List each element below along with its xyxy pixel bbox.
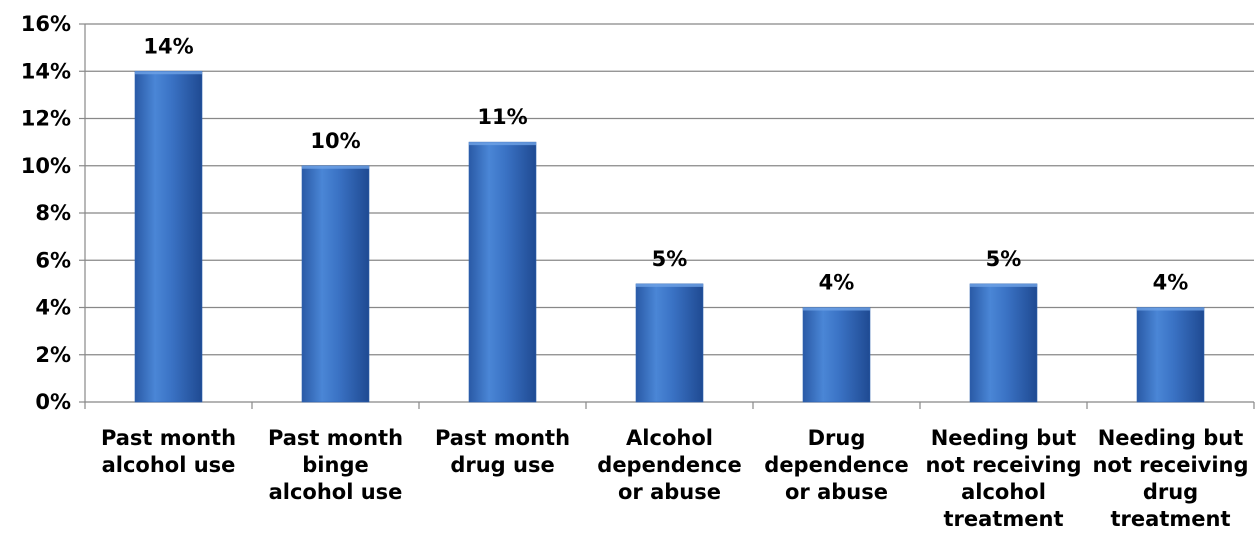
y-tick-label: 12% (21, 107, 71, 131)
bar-highlight (469, 142, 536, 146)
bar-highlight (1137, 307, 1204, 311)
y-axis-tick-labels: 0% 2% 4% 6% 8% 10% 12% 14% 16% (21, 12, 71, 414)
bar (802, 307, 871, 403)
category-label: Alcohol dependence or abuse (597, 426, 741, 504)
category-label-line: drug (1143, 480, 1198, 504)
y-tick-label: 14% (21, 59, 71, 83)
bar-highlight (302, 165, 369, 169)
data-labels: 14% 10% 11% 5% 4% 5% 4% (143, 34, 1188, 294)
category-label-line: Past month (435, 426, 570, 450)
category-label-line: alcohol use (102, 453, 236, 477)
data-label: 4% (1153, 271, 1189, 295)
bar (1136, 307, 1205, 403)
y-tick-label: 0% (35, 390, 71, 414)
bars (134, 70, 1205, 403)
category-label-line: not receiving (1092, 453, 1248, 477)
bar (468, 141, 537, 403)
category-label-line: or abuse (618, 480, 721, 504)
y-tick-label: 10% (21, 154, 71, 178)
bar-highlight (970, 283, 1037, 287)
category-label-line: dependence (764, 453, 908, 477)
category-label-line: Past month (268, 426, 403, 450)
bar-highlight (636, 283, 703, 287)
category-label: Past month alcohol use (101, 426, 236, 477)
y-tick-label: 8% (35, 201, 71, 225)
data-label: 14% (143, 34, 193, 58)
data-label: 11% (477, 105, 527, 129)
category-label: Drug dependence or abuse (764, 426, 908, 504)
category-label-line: dependence (597, 453, 741, 477)
category-label-line: Needing but (931, 426, 1077, 450)
category-label-line: Past month (101, 426, 236, 450)
gridlines (85, 23, 1254, 356)
category-label-line: Drug (808, 426, 866, 450)
y-tick-label: 2% (35, 343, 71, 367)
category-label-line: Alcohol (626, 426, 713, 450)
y-tick-label: 16% (21, 12, 71, 36)
category-label: Past month drug use (435, 426, 570, 477)
bar-highlight (803, 307, 870, 311)
category-label-line: treatment (1111, 507, 1231, 531)
category-label-line: not receiving (925, 453, 1081, 477)
bar (301, 165, 370, 403)
category-label-line: treatment (944, 507, 1064, 531)
category-label-line: Needing but (1098, 426, 1244, 450)
data-label: 4% (819, 271, 855, 295)
y-tick-label: 4% (35, 296, 71, 320)
data-label: 5% (986, 247, 1022, 271)
data-label: 10% (310, 129, 360, 153)
bar (969, 283, 1038, 403)
category-label-line: alcohol use (269, 480, 403, 504)
category-label: Needing but not receiving drug treatment (1092, 426, 1248, 531)
data-label: 5% (652, 247, 688, 271)
category-label-line: or abuse (785, 480, 888, 504)
bar-highlight (135, 71, 202, 75)
category-label: Past month binge alcohol use (268, 426, 403, 504)
bar (134, 70, 203, 403)
category-label-line: drug use (450, 453, 554, 477)
category-labels: Past month alcohol use Past month binge alco… (101, 426, 1249, 531)
category-label: Needing but not receiving alcohol treatment (925, 426, 1081, 531)
y-tick-label: 6% (35, 248, 71, 272)
category-label-line: binge (302, 453, 368, 477)
category-label-line: alcohol (961, 480, 1046, 504)
bar (635, 283, 704, 403)
